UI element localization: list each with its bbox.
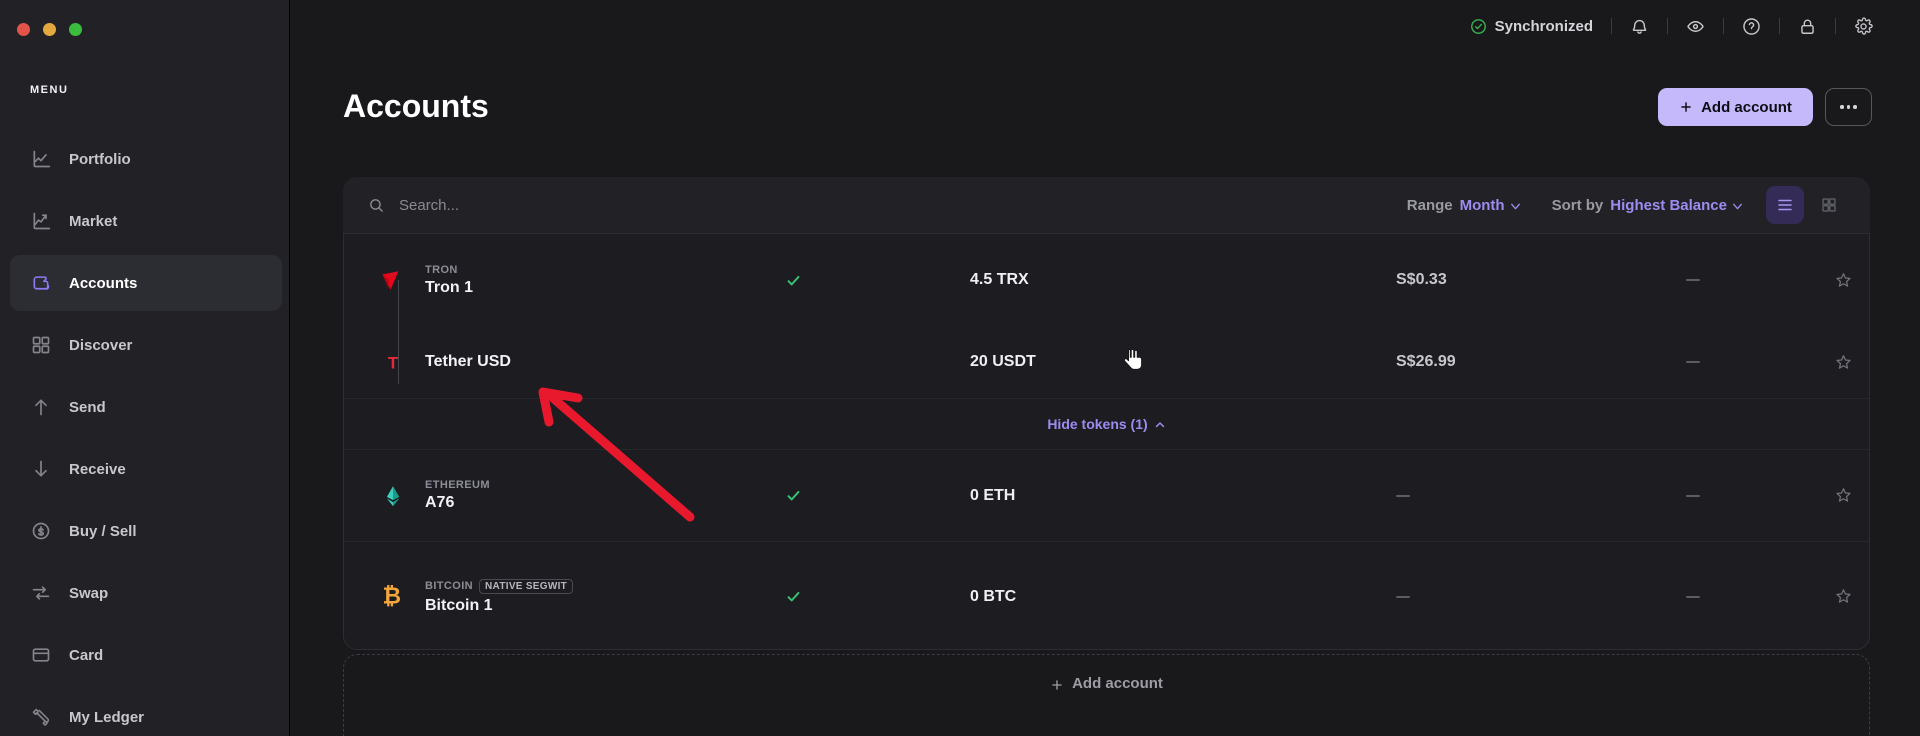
svg-text:₿: ₿ xyxy=(382,584,401,609)
svg-text:T: T xyxy=(387,354,398,373)
